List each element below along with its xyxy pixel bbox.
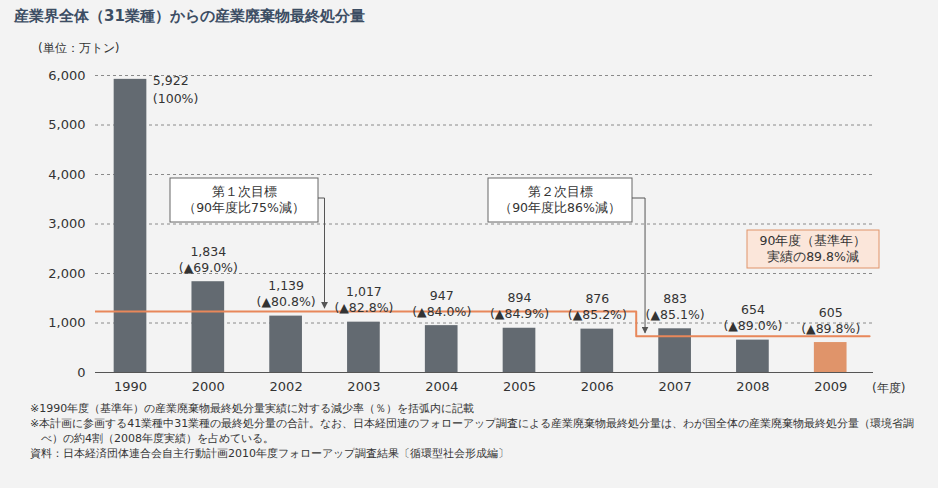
svg-text:（90年度比86%減）: （90年度比86%減） — [499, 200, 621, 215]
svg-text:2005: 2005 — [503, 379, 536, 394]
svg-text:(▲84.0%): (▲84.0%) — [412, 304, 471, 319]
svg-text:0: 0 — [77, 365, 85, 380]
svg-text:2006: 2006 — [581, 379, 614, 394]
svg-text:654: 654 — [741, 302, 765, 317]
svg-text:1,017: 1,017 — [346, 284, 382, 299]
html-text:産業界全体（31業種）からの産業廃棄物最終処分量: 産業界全体（31業種）からの産業廃棄物最終処分量 — [14, 7, 365, 25]
svg-text:90年度（基準年）: 90年度（基準年） — [760, 233, 867, 248]
svg-text:第２次目標: 第２次目標 — [528, 184, 593, 199]
svg-text:1,000: 1,000 — [48, 315, 85, 330]
svg-text:(▲69.0%): (▲69.0%) — [179, 260, 238, 275]
svg-text:(100%): (100%) — [153, 91, 199, 106]
svg-text:(▲84.9%): (▲84.9%) — [490, 306, 549, 321]
svg-text:1,834: 1,834 — [190, 244, 226, 259]
svg-text:947: 947 — [430, 288, 454, 303]
svg-text:2007: 2007 — [659, 379, 692, 394]
html-text:資料：日本経済団体連合会自主行動計画2010年度フォローアッ: 資料：日本経済団体連合会自主行動計画2010年度フォローアップ調査結果〔循環型社… — [30, 447, 509, 460]
svg-text:(▲85.1%): (▲85.1%) — [646, 307, 705, 322]
html-text:※本計画に参画する41業種中31業種の最終処分量の合計。なお: ※本計画に参画する41業種中31業種の最終処分量の合計。なお、日本経団連のフォロ… — [30, 417, 915, 445]
svg-text:2008: 2008 — [736, 379, 769, 394]
svg-text:894: 894 — [508, 290, 532, 305]
svg-text:4,000: 4,000 — [48, 167, 85, 182]
svg-text:5,000: 5,000 — [48, 117, 85, 132]
svg-text:(▲80.8%): (▲80.8%) — [257, 294, 316, 309]
svg-text:2004: 2004 — [425, 379, 458, 394]
svg-text:(▲82.8%): (▲82.8%) — [334, 300, 393, 315]
svg-text:実績の89.8%減: 実績の89.8%減 — [767, 249, 859, 264]
html-text:(単位：万トン): (単位：万トン) — [38, 41, 120, 55]
svg-text:1,139: 1,139 — [268, 278, 304, 293]
svg-text:2003: 2003 — [347, 379, 380, 394]
html-text:※1990年度（基準年）の産業廃棄物最終処分量実績に対する減: ※1990年度（基準年）の産業廃棄物最終処分量実績に対する減少率（％）を括弧内に… — [30, 402, 475, 415]
svg-text:(▲89.0%): (▲89.0%) — [723, 318, 782, 333]
html-text:(年度): (年度) — [872, 381, 906, 395]
svg-text:3,000: 3,000 — [48, 216, 85, 231]
svg-text:883: 883 — [663, 291, 687, 306]
svg-text:876: 876 — [585, 291, 609, 306]
svg-text:2009: 2009 — [814, 379, 847, 394]
svg-text:1990: 1990 — [114, 379, 147, 394]
svg-text:2000: 2000 — [192, 379, 225, 394]
svg-text:（90年度比75%減）: （90年度比75%減） — [183, 200, 305, 215]
svg-text:第１次目標: 第１次目標 — [212, 184, 277, 199]
svg-text:(▲89.8%): (▲89.8%) — [801, 321, 860, 336]
svg-text:5,922: 5,922 — [153, 73, 189, 88]
svg-text:(▲85.2%): (▲85.2%) — [568, 307, 627, 322]
svg-text:2,000: 2,000 — [48, 266, 85, 281]
svg-text:2002: 2002 — [270, 379, 303, 394]
svg-text:6,000: 6,000 — [48, 68, 85, 83]
svg-text:605: 605 — [819, 305, 843, 320]
